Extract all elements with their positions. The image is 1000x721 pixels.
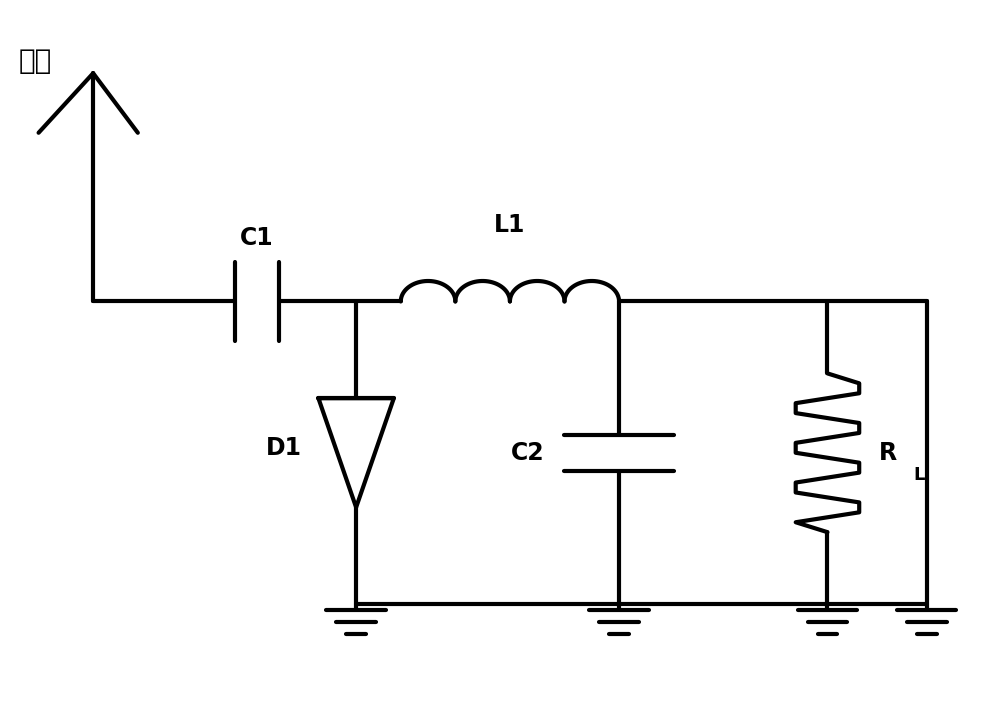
Text: D1: D1 xyxy=(266,435,302,460)
Text: 天线: 天线 xyxy=(19,48,52,75)
Text: L: L xyxy=(914,466,925,484)
Text: C1: C1 xyxy=(240,226,274,250)
Text: R: R xyxy=(879,441,897,465)
Text: C2: C2 xyxy=(511,441,545,465)
Text: L1: L1 xyxy=(494,213,526,237)
